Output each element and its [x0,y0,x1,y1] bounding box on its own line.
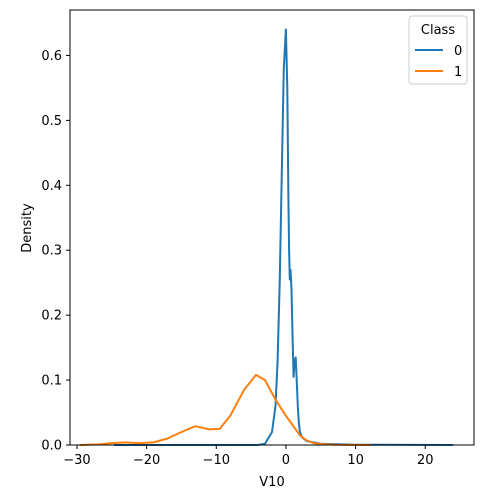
y-tick-label: 0.2 [41,309,62,324]
x-tick-label: −30 [63,453,90,468]
plot-frame [69,9,475,446]
x-tick-label: 0 [282,453,290,468]
legend-title: Class [421,23,455,38]
y-tick-label: 0.6 [41,49,62,64]
series-line-class-1 [79,373,371,446]
y-tick-label: 0.4 [41,179,62,194]
series-lines [79,28,454,446]
series-line-class-0 [113,28,454,446]
x-tick-label: −20 [133,453,160,468]
y-tick-label: 0.3 [41,244,62,259]
y-axis-ticks: 0.0 0.1 0.2 0.3 0.4 0.5 0.6 [41,49,70,454]
legend-label-1: 1 [454,65,462,80]
x-axis-ticks: −30 −20 −10 0 10 20 [63,445,434,468]
y-axis-label: Density [20,203,35,253]
y-tick-label: 0.0 [41,439,62,454]
y-tick-label: 0.5 [41,114,62,129]
y-tick-label: 0.1 [41,374,62,389]
x-tick-label: 10 [347,453,364,468]
legend-label-0: 0 [454,44,462,59]
x-tick-label: 20 [417,453,434,468]
x-axis-label: V10 [259,475,284,490]
plot-area [70,10,474,445]
x-tick-label: −10 [203,453,230,468]
legend: Class 0 1 [408,15,468,85]
